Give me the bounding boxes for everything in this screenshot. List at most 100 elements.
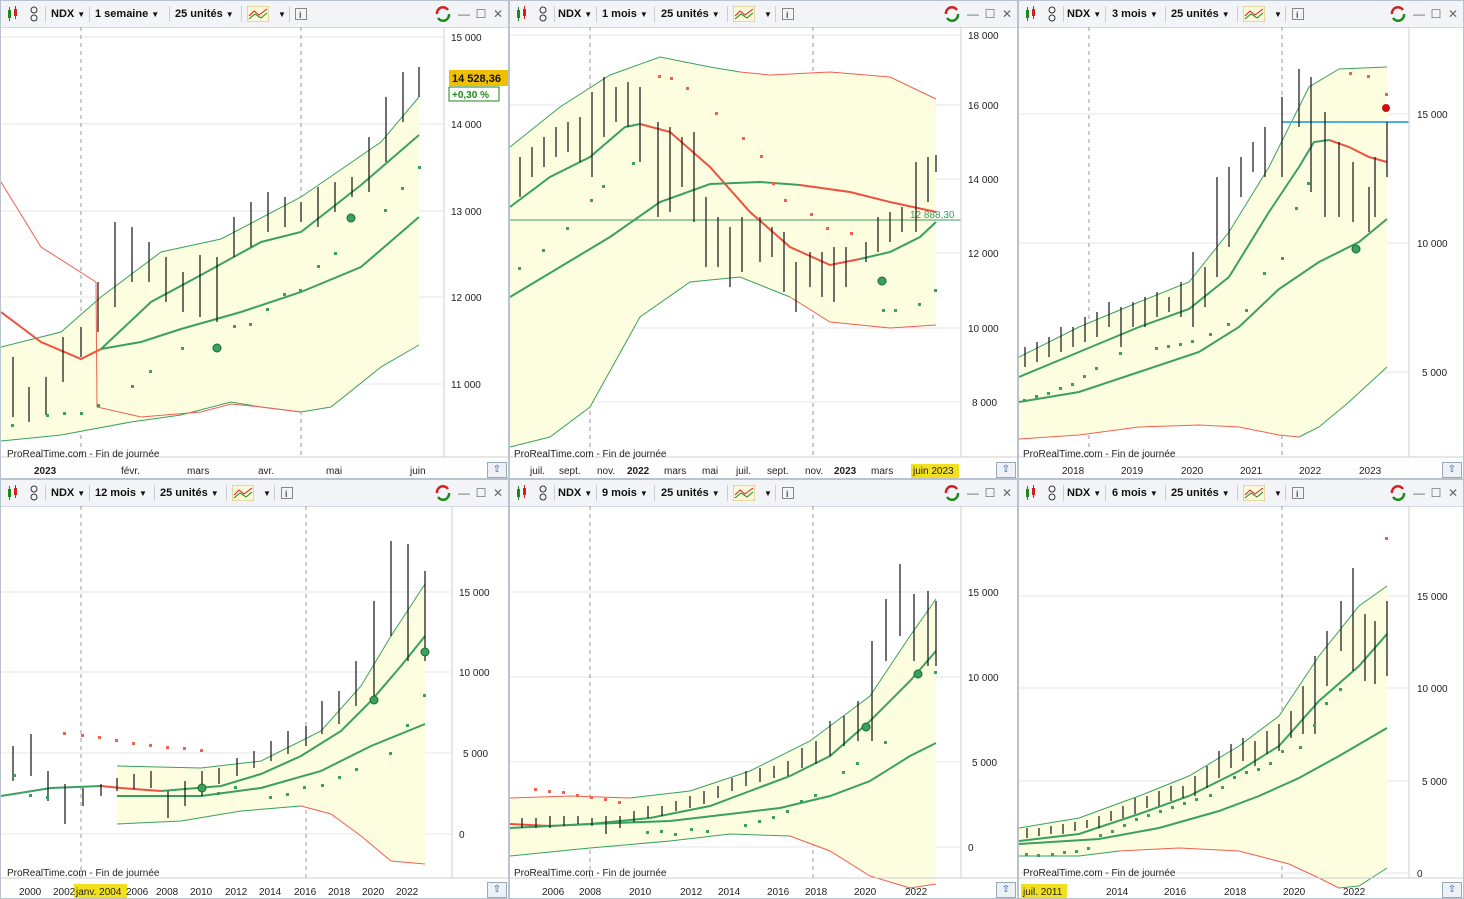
candles-icon[interactable] bbox=[515, 4, 529, 24]
candles-icon[interactable] bbox=[1024, 483, 1038, 503]
svg-text:2012: 2012 bbox=[225, 887, 248, 898]
candles-icon[interactable] bbox=[6, 4, 20, 24]
refresh-icon[interactable] bbox=[434, 4, 452, 24]
chevron-down-icon[interactable]: ▼ bbox=[263, 488, 271, 498]
maximize-icon[interactable]: ☐ bbox=[984, 7, 996, 21]
indicators-icon[interactable] bbox=[1243, 483, 1265, 503]
units-selector[interactable]: 25 unités ▼ bbox=[160, 483, 219, 503]
price-chart[interactable]: 15 000 10 000 5 000 0 juil. 2011 2014 2016 201… bbox=[1019, 506, 1464, 899]
link-icon[interactable] bbox=[1046, 483, 1058, 503]
info-icon[interactable]: i bbox=[782, 4, 794, 24]
maximize-icon[interactable]: ☐ bbox=[475, 486, 487, 500]
scroll-end-button[interactable]: ⇧ bbox=[1442, 462, 1462, 478]
indicators-icon[interactable] bbox=[733, 483, 755, 503]
maximize-icon[interactable]: ☐ bbox=[984, 486, 996, 500]
symbol-selector[interactable]: NDX ▼ bbox=[1067, 483, 1101, 503]
svg-text:i: i bbox=[285, 489, 288, 499]
chevron-down-icon: ▼ bbox=[584, 488, 593, 498]
close-icon[interactable]: ✕ bbox=[492, 486, 504, 500]
symbol-selector[interactable]: NDX ▼ bbox=[1067, 4, 1101, 24]
minimize-icon[interactable]: — bbox=[1413, 7, 1425, 21]
info-icon[interactable]: i bbox=[1292, 483, 1304, 503]
last-price-label: 14 528,36 bbox=[452, 73, 501, 85]
svg-text:2018: 2018 bbox=[1224, 887, 1247, 898]
bollinger-band-area bbox=[117, 584, 425, 864]
indicators-icon[interactable] bbox=[247, 4, 269, 24]
indicators-icon[interactable] bbox=[1243, 4, 1265, 24]
scroll-end-button[interactable]: ⇧ bbox=[487, 462, 507, 478]
link-icon[interactable] bbox=[537, 483, 549, 503]
sar-dots bbox=[13, 694, 426, 799]
refresh-icon[interactable] bbox=[434, 483, 452, 503]
close-icon[interactable]: ✕ bbox=[1447, 486, 1459, 500]
price-chart[interactable]: 12 888,30 18 000 16 000 14 000 12 000 10 000… bbox=[510, 27, 1018, 479]
symbol-selector[interactable]: NDX ▼ bbox=[558, 483, 592, 503]
maximize-icon[interactable]: ☐ bbox=[475, 7, 487, 21]
svg-text:15 000: 15 000 bbox=[1417, 110, 1448, 121]
minimize-icon[interactable]: — bbox=[967, 7, 979, 21]
price-bars bbox=[521, 564, 937, 834]
price-chart[interactable]: 15 000 14 000 13 000 12 000 11 000 14 528,36… bbox=[1, 27, 509, 479]
link-icon[interactable] bbox=[28, 483, 40, 503]
chevron-down-icon[interactable]: ▼ bbox=[278, 9, 286, 19]
svg-text:2002: 2002 bbox=[53, 887, 76, 898]
info-icon[interactable]: i bbox=[1292, 4, 1304, 24]
indicators-icon[interactable] bbox=[733, 4, 755, 24]
candles-icon[interactable] bbox=[6, 483, 20, 503]
symbol-selector[interactable]: NDX ▼ bbox=[51, 483, 85, 503]
units-selector[interactable]: 25 unités ▼ bbox=[175, 4, 234, 24]
link-icon[interactable] bbox=[28, 4, 40, 24]
refresh-icon[interactable] bbox=[943, 483, 961, 503]
link-icon[interactable] bbox=[537, 4, 549, 24]
maximize-icon[interactable]: ☐ bbox=[1430, 486, 1442, 500]
divider bbox=[45, 485, 46, 501]
units-selector[interactable]: 25 unités ▼ bbox=[661, 483, 720, 503]
close-icon[interactable]: ✕ bbox=[1001, 7, 1013, 21]
minimize-icon[interactable]: — bbox=[1413, 486, 1425, 500]
link-icon[interactable] bbox=[1046, 4, 1058, 24]
indicators-icon[interactable] bbox=[232, 483, 254, 503]
scroll-end-button[interactable]: ⇧ bbox=[996, 462, 1016, 478]
units-selector[interactable]: 25 unités ▼ bbox=[1171, 4, 1230, 24]
chart-toolbar: NDX ▼ 3 mois ▼ 25 unités ▼ ▼ i — ☐ ✕ bbox=[1019, 1, 1463, 28]
candles-icon[interactable] bbox=[515, 483, 529, 503]
maximize-icon[interactable]: ☐ bbox=[1430, 7, 1442, 21]
minimize-icon[interactable]: — bbox=[967, 486, 979, 500]
period-selector[interactable]: 12 mois ▼ bbox=[95, 483, 147, 503]
period-selector[interactable]: 1 semaine ▼ bbox=[95, 4, 159, 24]
refresh-icon[interactable] bbox=[943, 4, 961, 24]
chevron-down-icon[interactable]: ▼ bbox=[764, 488, 772, 498]
info-icon[interactable]: i bbox=[295, 4, 307, 24]
close-icon[interactable]: ✕ bbox=[1447, 7, 1459, 21]
scroll-end-button[interactable]: ⇧ bbox=[487, 882, 507, 898]
units-selector[interactable]: 25 unités ▼ bbox=[1171, 483, 1230, 503]
candles-icon[interactable] bbox=[1024, 4, 1038, 24]
period-selector[interactable]: 3 mois ▼ bbox=[1112, 4, 1158, 24]
refresh-icon[interactable] bbox=[1389, 483, 1407, 503]
divider bbox=[89, 6, 90, 22]
chevron-down-icon[interactable]: ▼ bbox=[1274, 9, 1282, 19]
refresh-icon[interactable] bbox=[1389, 4, 1407, 24]
symbol-selector[interactable]: NDX ▼ bbox=[51, 4, 85, 24]
info-icon[interactable]: i bbox=[281, 483, 293, 503]
moving-average-red bbox=[1, 311, 102, 361]
period-selector[interactable]: 9 mois ▼ bbox=[602, 483, 648, 503]
minimize-icon[interactable]: — bbox=[458, 7, 470, 21]
scroll-end-button[interactable]: ⇧ bbox=[1442, 882, 1462, 898]
sar-dots bbox=[534, 671, 937, 836]
scroll-end-button[interactable]: ⇧ bbox=[996, 882, 1016, 898]
divider bbox=[45, 6, 46, 22]
chevron-down-icon[interactable]: ▼ bbox=[1274, 488, 1282, 498]
period-selector[interactable]: 1 mois ▼ bbox=[602, 4, 648, 24]
info-icon[interactable]: i bbox=[782, 483, 794, 503]
symbol-selector[interactable]: NDX ▼ bbox=[558, 4, 592, 24]
minimize-icon[interactable]: — bbox=[458, 486, 470, 500]
close-icon[interactable]: ✕ bbox=[1001, 486, 1013, 500]
units-selector[interactable]: 25 unités ▼ bbox=[661, 4, 720, 24]
chevron-down-icon[interactable]: ▼ bbox=[764, 9, 772, 19]
period-selector[interactable]: 6 mois ▼ bbox=[1112, 483, 1158, 503]
close-icon[interactable]: ✕ bbox=[492, 7, 504, 21]
